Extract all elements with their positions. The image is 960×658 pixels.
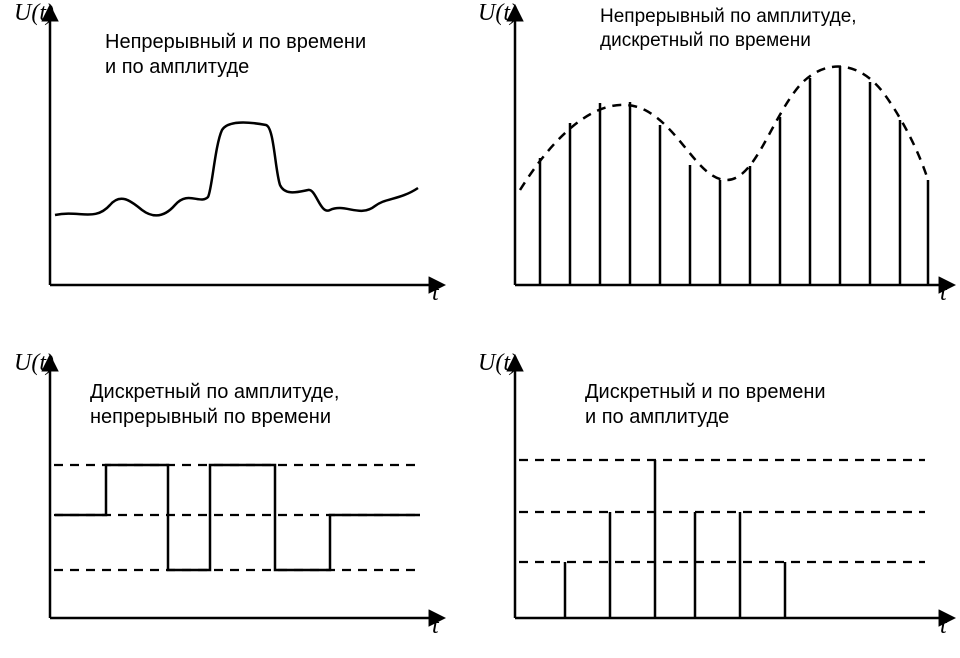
step-signal [55,465,420,570]
envelope-curve [520,67,928,190]
continuous-signal [55,123,418,216]
figure-grid: U(t) t Непрерывный и по времени и по амп… [0,0,960,658]
panel-caption: Дискретный и по времени и по амплитуде [585,380,826,430]
panel-amp-cont-time-disc: U(t) t Непрерывный по амплитуде, дискрет… [470,0,960,330]
x-axis-label: t [432,613,439,640]
y-axis-label: U(t) [14,350,54,377]
y-axis-label: U(t) [14,0,54,27]
x-axis-label: t [940,613,947,640]
sample-stems [565,460,785,618]
y-axis-label: U(t) [478,0,518,27]
amplitude-levels [54,465,420,570]
panel-continuous-both: U(t) t Непрерывный и по времени и по амп… [0,0,470,330]
x-axis-label: t [940,280,947,307]
y-axis-label: U(t) [478,350,518,377]
sample-stems [540,66,928,285]
panel-caption: Непрерывный и по времени и по амплитуде [105,30,366,80]
amplitude-levels [519,460,925,562]
x-axis-label: t [432,280,439,307]
panel-discrete-both: U(t) t Дискретный и по времени и по ампл… [470,350,960,658]
panel-amp-disc-time-cont: U(t) t Дискретный по амплитуде, непрерыв… [0,350,470,658]
panel-caption: Непрерывный по амплитуде, дискретный по … [600,5,857,53]
panel-caption: Дискретный по амплитуде, непрерывный по … [90,380,339,430]
